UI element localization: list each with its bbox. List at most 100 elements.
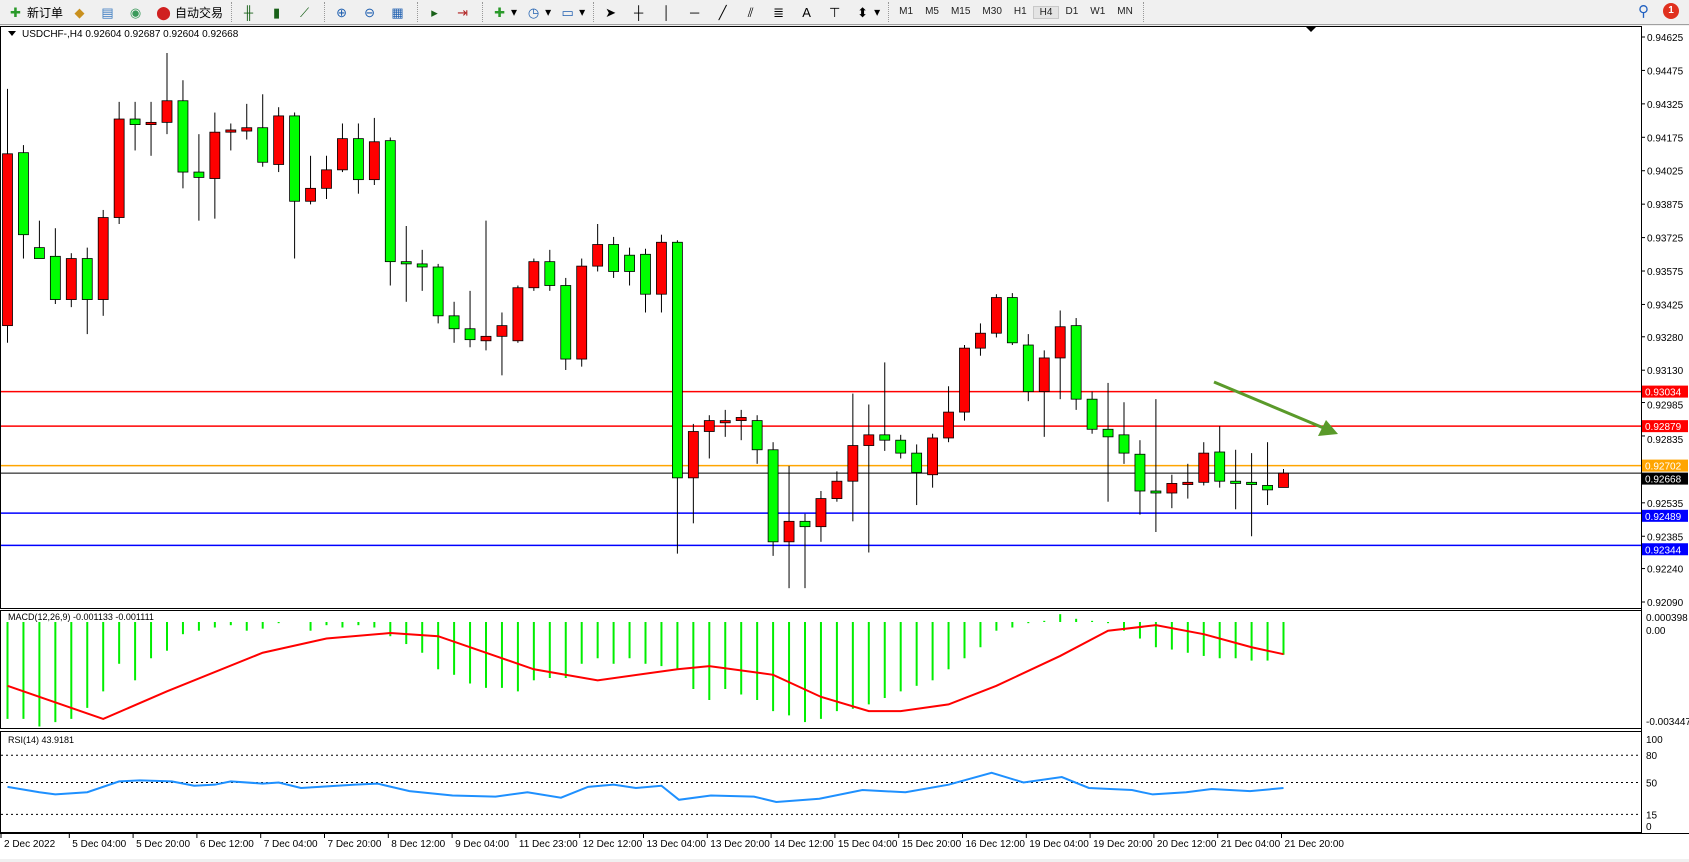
auto-trading-label: 自动交易 <box>175 5 224 20</box>
candle-21 <box>337 138 348 171</box>
time-label: 6 Dec 12:00 <box>200 839 254 850</box>
rsi-tick-label: 80 <box>1646 751 1658 762</box>
price-tick-label: 0.94175 <box>1647 133 1684 144</box>
chart-canvas[interactable]: 0.94625 0.94475 0.94325 0.94175 0.94025 0.938… <box>0 26 1689 859</box>
horizontal-line-button[interactable]: ─ <box>682 1 710 23</box>
candle-22 <box>352 138 364 181</box>
price-line-label-bg <box>1642 385 1688 398</box>
notification-badge: 1 <box>1663 3 1679 19</box>
candle-58 <box>927 437 938 476</box>
candle-52 <box>831 480 843 499</box>
candle-20 <box>321 169 332 189</box>
separator <box>888 2 890 22</box>
candle-72 <box>1150 490 1162 494</box>
candle-8 <box>129 118 141 125</box>
price-line-label: 0.92344 <box>1645 545 1682 556</box>
chart-shift-button[interactable]: ⇥ <box>450 1 478 23</box>
candle-12 <box>193 171 205 178</box>
bar-chart-button[interactable]: ╫ <box>236 1 264 23</box>
price-line-label-bg <box>1642 472 1688 485</box>
auto-trading-icon: ⬤ <box>156 4 171 20</box>
symbol-header: USDCHF-,H4 0.92604 0.92687 0.92604 0.926… <box>22 29 239 40</box>
candle-33 <box>528 261 540 289</box>
candle-61 <box>975 332 986 349</box>
candle-26 <box>416 263 428 268</box>
fibonacci-button[interactable]: ≣ <box>766 1 794 23</box>
candle-28 <box>448 315 460 330</box>
timeframe-m5[interactable]: M5 <box>925 5 939 17</box>
price-tick-label: 0.94475 <box>1647 66 1684 77</box>
candle-44 <box>703 420 715 432</box>
navigator-button[interactable]: ▤ <box>95 1 123 23</box>
timeframe-m1[interactable]: M1 <box>899 5 914 17</box>
chart-shift-marker-icon <box>1306 27 1316 32</box>
candle-66 <box>1054 326 1066 359</box>
candle-5 <box>81 258 93 300</box>
text-button[interactable]: A <box>794 1 822 23</box>
signal-button[interactable]: ◉ <box>123 1 151 23</box>
bar-chart-icon: ╫ <box>243 4 254 20</box>
candlestick-button[interactable]: ▮ <box>264 1 292 23</box>
market-watch-button[interactable]: ◆ <box>67 1 95 23</box>
separator <box>417 2 419 22</box>
search-icon[interactable]: ⚲ <box>1638 3 1649 20</box>
chart-window[interactable]: 0.94625 0.94475 0.94325 0.94175 0.94025 0.938… <box>0 26 1689 859</box>
price-line-label-bg <box>1642 509 1688 522</box>
templates-button[interactable]: ▭ ▾ <box>555 1 589 23</box>
rsi-tick-label: 0 <box>1646 822 1652 833</box>
macd-signal-line <box>7 624 1284 720</box>
timeframe-d1[interactable]: D1 <box>1065 5 1079 17</box>
trend-arrow-line[interactable] <box>1213 380 1327 431</box>
candle-18 <box>289 115 301 202</box>
timeframe-m30[interactable]: M30 <box>982 5 1002 17</box>
timeframe-h4[interactable]: H4 <box>1032 5 1060 19</box>
timeframe-bar: M1 M5 M15 M30 H1 H4 D1 W1 MN <box>893 5 1139 19</box>
time-label: 21 Dec 04:00 <box>1221 839 1281 850</box>
toolbar: ✚ 新订单 ◆ ▤ ◉ ⬤ 自动交易 ╫ ▮ ⟋ ⊕ ⊖ ▦ ▸ ⇥ ✚ ▾ ◷ ▾ ▭… <box>0 0 1689 25</box>
candle-30 <box>480 335 492 342</box>
price-tick-label: 0.92240 <box>1647 565 1684 576</box>
equidistant-channel-button[interactable]: ⫽ <box>738 1 766 23</box>
indicators-button[interactable]: ✚ ▾ <box>487 1 521 23</box>
new-order-label: 新订单 <box>27 5 64 20</box>
price-tick-label: 0.92385 <box>1647 532 1684 543</box>
new-order-button[interactable]: ✚ 新订单 <box>3 1 67 23</box>
line-chart-button[interactable]: ⟋ <box>292 1 320 23</box>
zoom-out-button[interactable]: ⊖ <box>357 1 385 23</box>
candle-36 <box>576 265 588 360</box>
timeframe-mn[interactable]: MN <box>1117 5 1133 17</box>
macd-tick-label: -0.003447 <box>1646 717 1689 728</box>
arrows-button[interactable]: ⬍ ▾ <box>850 1 884 23</box>
time-label: 19 Dec 04:00 <box>1029 839 1089 850</box>
price-tick-label: 0.94025 <box>1647 167 1684 178</box>
zoom-out-icon: ⊖ <box>364 4 375 20</box>
candle-40 <box>640 253 651 295</box>
candle-68 <box>1086 398 1098 430</box>
price-line-label-bg <box>1642 459 1688 472</box>
candle-53 <box>847 445 859 482</box>
zoom-in-button[interactable]: ⊕ <box>329 1 357 23</box>
candle-6 <box>97 217 109 300</box>
price-tick-label: 0.93130 <box>1647 366 1684 377</box>
price-tick-label: 0.92535 <box>1647 499 1684 510</box>
timeframe-w1[interactable]: W1 <box>1090 5 1106 17</box>
cursor-button[interactable]: ➤ <box>598 1 626 23</box>
price-tick-label: 0.93575 <box>1647 267 1684 278</box>
tile-windows-button[interactable]: ▦ <box>385 1 413 23</box>
periods-button[interactable]: ◷ ▾ <box>521 1 555 23</box>
chat-icon[interactable]: 1 <box>1663 3 1679 19</box>
macd-tick-label: 0.000398 <box>1646 613 1688 624</box>
indicators-icon: ✚ <box>494 4 505 20</box>
dropdown-icon[interactable] <box>8 31 16 36</box>
auto-trading-button[interactable]: ⬤ 自动交易 <box>151 1 227 23</box>
crosshair-button[interactable]: ┼ <box>626 1 654 23</box>
price-tick-label: 0.94625 <box>1647 33 1684 44</box>
timeframe-h1[interactable]: H1 <box>1013 5 1027 17</box>
text-label-button[interactable]: ⊤ <box>822 1 850 23</box>
rsi-label: RSI(14) 43.9181 <box>8 735 74 745</box>
vertical-line-button[interactable]: │ <box>654 1 682 23</box>
price-line-label-bg <box>1642 543 1688 556</box>
auto-scroll-button[interactable]: ▸ <box>422 1 450 23</box>
trendline-button[interactable]: ╱ <box>710 1 738 23</box>
timeframe-m15[interactable]: M15 <box>950 5 971 17</box>
